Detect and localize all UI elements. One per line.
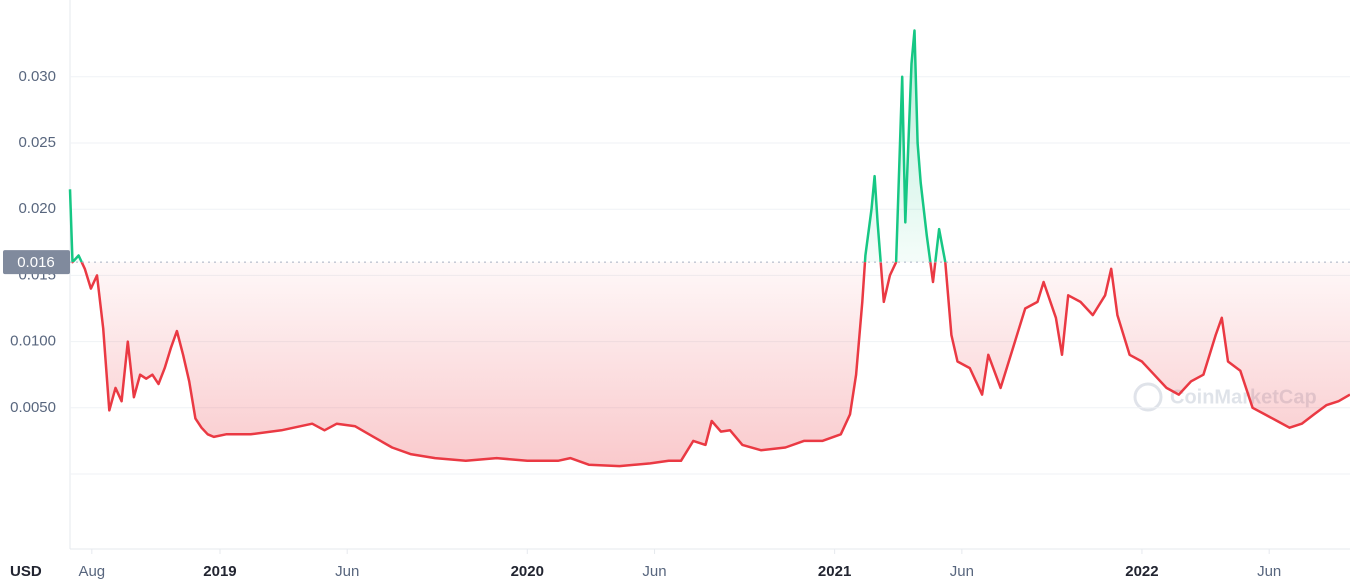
x-tick-label: Jun (642, 563, 666, 580)
x-tick-label: 2019 (203, 563, 236, 580)
baseline-label-box (3, 250, 70, 275)
currency-label: USD (10, 563, 42, 580)
y-tick-label: 0.020 (18, 200, 56, 217)
x-tick-label: Aug (78, 563, 105, 580)
y-tick-label: 0.0100 (10, 333, 56, 350)
x-tick-label: 2021 (818, 563, 851, 580)
y-tick-label: 0.0050 (10, 399, 56, 416)
x-tick-label: Jun (335, 563, 359, 580)
x-tick-label: 2022 (1125, 563, 1158, 580)
price-line-down (71, 262, 1350, 468)
area-down (72, 262, 1350, 467)
y-tick-label: 0.030 (18, 68, 56, 85)
y-tick-label: 0.025 (18, 134, 56, 151)
baseline-label: 0.016 (17, 254, 55, 271)
x-tick-label: Jun (1257, 563, 1281, 580)
x-tick-label: 2020 (511, 563, 544, 580)
x-tick-label: Jun (950, 563, 974, 580)
